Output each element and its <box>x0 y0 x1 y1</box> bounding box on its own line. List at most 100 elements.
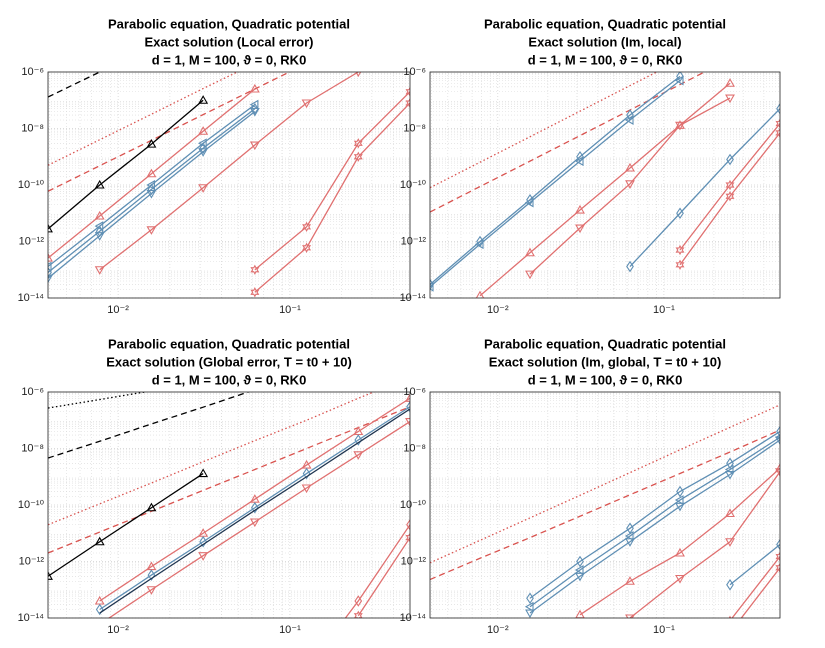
axes-frame <box>47 71 411 299</box>
marker <box>48 571 53 580</box>
y-tick-label: 10⁻⁶ <box>403 66 426 78</box>
marker <box>198 468 209 478</box>
series-line <box>254 102 410 293</box>
series-line <box>529 430 780 599</box>
series-line <box>479 82 731 297</box>
series-line <box>48 472 204 577</box>
marker <box>725 508 735 518</box>
marker <box>726 457 734 470</box>
marker <box>249 107 260 117</box>
marker <box>776 425 780 438</box>
marker <box>94 232 105 241</box>
marker <box>406 400 410 413</box>
series-line <box>430 72 706 213</box>
marker <box>675 259 685 270</box>
marker <box>727 629 734 637</box>
marker <box>625 614 635 618</box>
marker <box>726 578 734 591</box>
marker <box>775 551 780 562</box>
series-line <box>99 406 410 611</box>
marker <box>48 266 52 279</box>
series-line <box>731 556 780 618</box>
marker <box>626 260 634 273</box>
x-tick-label: 10⁻² <box>107 624 129 636</box>
marker <box>249 83 260 93</box>
y-tick-label: 10⁻⁸ <box>403 442 426 454</box>
y-tick-label: 10⁻¹² <box>19 235 45 247</box>
y-tick-label: 10⁻¹⁴ <box>400 292 427 304</box>
marker <box>474 239 484 250</box>
marker <box>625 576 635 585</box>
marker <box>775 562 780 573</box>
marker <box>625 180 635 189</box>
marker <box>405 417 410 427</box>
series-line <box>48 72 239 166</box>
marker <box>675 244 685 256</box>
marker <box>725 191 735 202</box>
marker <box>574 156 584 167</box>
marker <box>198 95 209 104</box>
marker <box>675 547 685 557</box>
series-line <box>529 436 780 608</box>
series-line <box>679 123 780 251</box>
marker <box>198 148 209 157</box>
series-line <box>430 79 681 288</box>
marker <box>354 595 363 607</box>
y-tick-label: 10⁻⁶ <box>21 386 44 398</box>
axes-frame <box>429 71 781 299</box>
x-tick-label: 10⁻¹ <box>653 624 675 636</box>
marker <box>525 247 535 257</box>
marker <box>725 470 735 480</box>
marker <box>353 451 364 460</box>
series-line <box>99 72 359 271</box>
series-line <box>48 110 256 279</box>
marker <box>525 609 535 618</box>
axes-frame <box>429 391 781 619</box>
marker <box>406 518 410 531</box>
marker <box>524 197 534 208</box>
marker <box>405 393 410 402</box>
series-line <box>99 397 410 602</box>
marker <box>146 226 157 235</box>
marker <box>301 99 312 109</box>
marker <box>146 586 157 595</box>
y-tick-label: 10⁻¹⁴ <box>400 612 427 624</box>
marker <box>575 204 585 214</box>
marker <box>199 535 208 548</box>
chart-title: Exact solution (Im, global, T = t0 + 10) <box>489 354 722 369</box>
plot-content <box>430 72 780 298</box>
marker <box>48 274 53 284</box>
marker <box>146 139 157 148</box>
chart-title: d = 1, M = 100, ϑ = 0, RK0 <box>528 52 683 67</box>
marker <box>676 207 684 220</box>
marker <box>776 102 780 115</box>
marker <box>726 153 734 166</box>
panel: Parabolic equation, Quadratic potential E… <box>400 336 781 637</box>
panel: Parabolic equation, Quadratic potential E… <box>18 16 411 316</box>
marker <box>575 572 585 582</box>
marker <box>94 266 105 275</box>
y-tick-label: 10⁻¹² <box>401 555 427 567</box>
marker <box>675 502 685 512</box>
x-tick-label: 10⁻² <box>107 304 129 316</box>
marker <box>146 189 157 199</box>
series-line <box>729 543 780 586</box>
series-line <box>48 392 149 409</box>
marker <box>524 601 534 612</box>
marker <box>574 565 584 575</box>
marker <box>96 621 104 628</box>
marker <box>775 468 780 477</box>
series-line <box>48 392 251 459</box>
series-line <box>99 408 410 614</box>
marker <box>302 467 311 480</box>
series-line <box>629 471 780 618</box>
marker <box>250 102 259 115</box>
series-line <box>430 429 780 581</box>
plot-content <box>430 404 780 637</box>
marker <box>302 242 312 253</box>
marker <box>430 281 434 292</box>
series-line <box>48 392 376 526</box>
marker <box>775 118 780 129</box>
marker <box>725 538 735 547</box>
